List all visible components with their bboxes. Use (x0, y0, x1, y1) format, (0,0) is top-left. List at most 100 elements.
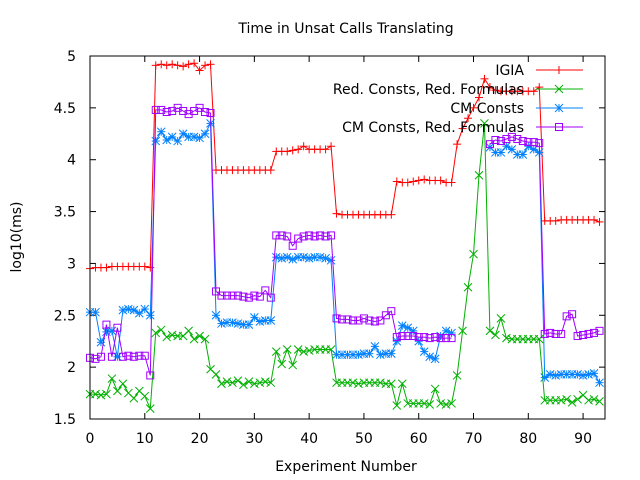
x-tick-label: 0 (86, 431, 95, 447)
data-point (200, 334, 210, 344)
data-point (321, 253, 330, 263)
y-tick-label: 1.5 (54, 412, 76, 428)
data-point (260, 377, 270, 387)
y-tick-label: 3.5 (54, 205, 76, 221)
data-point (584, 395, 593, 405)
data-point (304, 253, 314, 263)
data-point (441, 326, 451, 336)
data-point (211, 310, 221, 320)
data-point (91, 307, 100, 317)
legend: IGIA Red. Consts, Red. Formulas CM Consts C… (333, 63, 583, 136)
data-point (228, 318, 237, 327)
data-point (376, 350, 385, 360)
data-point (567, 398, 577, 407)
x-tick-label: 70 (465, 431, 483, 447)
data-point (288, 146, 297, 155)
data-point (233, 376, 243, 385)
data-point (195, 66, 204, 75)
data-point (195, 133, 204, 143)
data-point (206, 60, 215, 69)
data-point (157, 105, 166, 114)
data-point (146, 371, 155, 380)
data-point (140, 391, 150, 401)
data-point (212, 287, 221, 296)
data-point (200, 129, 210, 139)
data-point (573, 394, 582, 404)
data-point (491, 86, 500, 95)
data-point (568, 310, 577, 319)
data-point (469, 103, 478, 112)
data-point (590, 328, 599, 337)
data-point (151, 328, 161, 338)
data-point (397, 379, 407, 389)
y-tick-label: 5 (67, 49, 76, 65)
data-point (414, 176, 423, 185)
data-point (392, 333, 401, 342)
data-point (326, 255, 336, 265)
data-point (244, 293, 253, 302)
data-point (365, 349, 374, 359)
x-tick-label: 60 (410, 431, 428, 447)
x-tick-label: 90 (574, 431, 592, 447)
series-3 (86, 103, 604, 380)
data-point (151, 61, 160, 70)
data-point (162, 61, 171, 70)
y-tick-label: 2 (67, 360, 76, 376)
data-point (102, 327, 111, 337)
data-point (113, 352, 122, 362)
data-point (304, 346, 314, 355)
y-axis-label: log10(ms) (9, 201, 25, 272)
x-tick-label: 10 (136, 431, 154, 447)
data-point (529, 138, 538, 147)
y-tick-label: 4 (67, 153, 76, 169)
data-point (201, 108, 210, 117)
data-point (343, 315, 352, 324)
data-point (96, 390, 106, 400)
data-point (167, 132, 177, 142)
data-point (365, 316, 374, 325)
data-point (201, 61, 210, 70)
data-point (534, 334, 544, 344)
data-point (551, 371, 561, 380)
data-point (167, 330, 177, 340)
data-point (282, 252, 292, 262)
data-point (173, 136, 183, 146)
data-point (222, 291, 231, 300)
data-point (595, 397, 604, 406)
data-point (91, 354, 100, 363)
data-point (255, 317, 265, 326)
data-point (156, 127, 166, 137)
data-point (386, 349, 396, 359)
data-point (211, 370, 221, 379)
data-point (222, 377, 232, 387)
data-point (447, 178, 456, 187)
data-point (474, 93, 483, 102)
data-point (102, 389, 111, 399)
data-point (370, 342, 380, 351)
data-point (266, 293, 275, 302)
data-point (502, 333, 511, 343)
data-point (288, 360, 298, 370)
data-point (447, 334, 456, 343)
data-point (299, 232, 308, 241)
data-point (590, 215, 599, 224)
series-0 (86, 59, 604, 273)
data-point (272, 231, 281, 240)
data-point (551, 216, 560, 225)
data-point (540, 329, 549, 338)
data-point (228, 291, 237, 300)
data-point (162, 108, 171, 117)
data-point (283, 232, 292, 241)
data-point (332, 314, 341, 323)
data-point (392, 177, 401, 186)
data-point (496, 314, 506, 323)
data-point (338, 315, 347, 324)
data-point (535, 83, 544, 92)
plot-frame (89, 55, 606, 420)
legend-item: CM Consts (450, 101, 583, 117)
data-point (507, 132, 516, 141)
data-point (589, 394, 599, 404)
data-point (387, 307, 396, 316)
data-point (354, 350, 363, 360)
